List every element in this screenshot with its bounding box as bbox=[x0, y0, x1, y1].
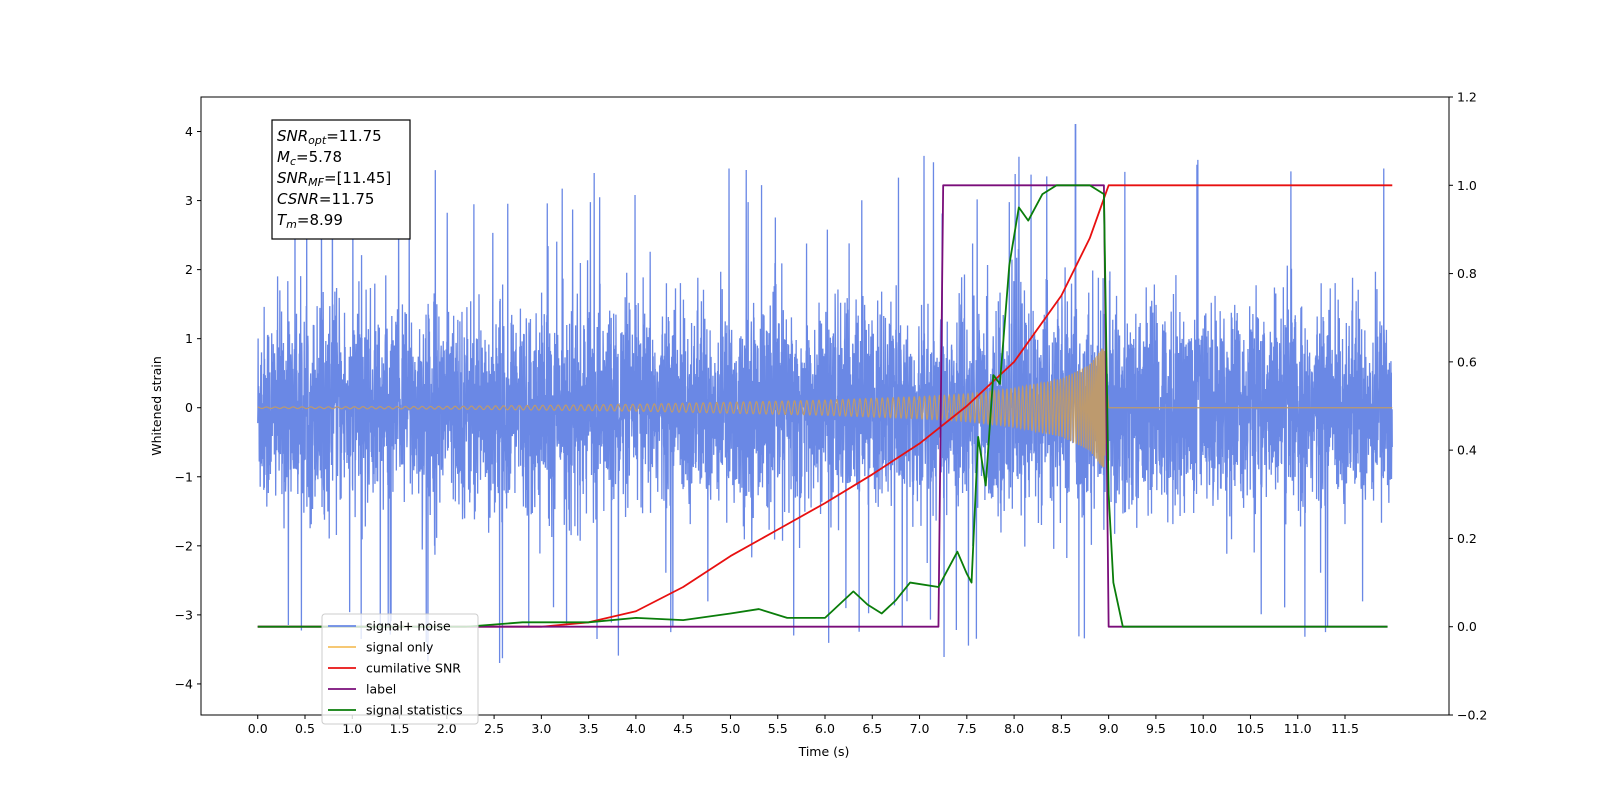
x-tick-label: 4.5 bbox=[673, 721, 693, 736]
right-tick-label: 0.8 bbox=[1457, 266, 1477, 281]
left-tick-label: 1 bbox=[185, 331, 193, 346]
x-tick-label: 8.0 bbox=[1004, 721, 1024, 736]
annotation-line: SNRMF=[11.45] bbox=[277, 169, 391, 189]
left-tick-label: −4 bbox=[175, 676, 193, 691]
series-signal-noise bbox=[257, 123, 1393, 663]
x-tick-label: 10.5 bbox=[1237, 721, 1265, 736]
right-tick-label: 0.0 bbox=[1457, 619, 1477, 634]
x-tick-label: 10.0 bbox=[1189, 721, 1217, 736]
x-tick-label: 8.5 bbox=[1051, 721, 1071, 736]
legend: signal+ noise signal only cumilative SNR la… bbox=[321, 613, 479, 725]
y-axis-right: −0.2 0.0 0.2 0.4 0.6 0.8 1.0 1.2 bbox=[1449, 90, 1487, 723]
x-tick-label: 3.0 bbox=[531, 721, 551, 736]
x-tick-label: 9.5 bbox=[1146, 721, 1166, 736]
x-tick-label: 0.0 bbox=[248, 721, 268, 736]
annotation-box: SNRopt=11.75Mc=5.78SNRMF=[11.45]CSNR=11.… bbox=[271, 119, 411, 240]
legend-label: cumilative SNR bbox=[366, 661, 461, 676]
x-tick-label: 2.5 bbox=[484, 721, 504, 736]
x-tick-label: 3.5 bbox=[579, 721, 599, 736]
x-tick-label: 7.5 bbox=[957, 721, 977, 736]
annotation-line: CSNR=11.75 bbox=[277, 190, 374, 208]
legend-label: signal statistics bbox=[366, 703, 463, 718]
x-tick-label: 0.5 bbox=[295, 721, 315, 736]
y-axis-label: Whitened strain bbox=[149, 356, 164, 455]
x-tick-label: 6.0 bbox=[815, 721, 835, 736]
series-signal-statistics bbox=[257, 184, 1388, 628]
series-cumulative-snr bbox=[257, 184, 1393, 628]
left-tick-label: −2 bbox=[175, 538, 193, 553]
left-tick-label: 0 bbox=[185, 400, 193, 415]
x-tick-label: 2.0 bbox=[437, 721, 457, 736]
legend-frame bbox=[321, 613, 479, 725]
right-tick-label: 0.4 bbox=[1457, 443, 1477, 458]
right-tick-label: 1.2 bbox=[1457, 90, 1477, 105]
x-tick-label: 5.0 bbox=[721, 721, 741, 736]
x-axis: 0.0 0.5 1.0 1.5 2.0 2.5 3.0 3.5 4.0 4.5 5.0 5.5 6.0 6… bbox=[248, 715, 1359, 736]
annotation-line: Mc=5.78 bbox=[277, 148, 342, 168]
y-axis-left: −4 −3 −2 −1 0 1 2 3 4 bbox=[175, 124, 201, 691]
annotation-frame bbox=[271, 119, 411, 240]
left-tick-label: −3 bbox=[175, 607, 193, 622]
left-tick-label: 4 bbox=[185, 124, 193, 139]
series-signal-only bbox=[257, 348, 1393, 468]
right-tick-label: −0.2 bbox=[1457, 708, 1487, 723]
legend-label: signal+ noise bbox=[366, 619, 451, 634]
right-tick-label: 1.0 bbox=[1457, 178, 1477, 193]
x-axis-label: Time (s) bbox=[798, 744, 850, 759]
legend-label: signal only bbox=[366, 640, 434, 655]
annotation-line: SNRopt=11.75 bbox=[277, 127, 382, 147]
left-tick-label: 3 bbox=[185, 193, 193, 208]
right-tick-label: 0.6 bbox=[1457, 354, 1477, 369]
x-tick-label: 1.0 bbox=[342, 721, 362, 736]
left-tick-label: 2 bbox=[185, 262, 193, 277]
legend-label: label bbox=[366, 682, 396, 697]
x-tick-label: 9.0 bbox=[1099, 721, 1119, 736]
x-tick-label: 6.5 bbox=[862, 721, 882, 736]
x-tick-label: 5.5 bbox=[768, 721, 788, 736]
x-tick-label: 1.5 bbox=[390, 721, 410, 736]
x-tick-label: 4.0 bbox=[626, 721, 646, 736]
x-tick-label: 7.0 bbox=[910, 721, 930, 736]
left-tick-label: −1 bbox=[175, 469, 193, 484]
right-tick-label: 0.2 bbox=[1457, 531, 1477, 546]
x-tick-label: 11.5 bbox=[1331, 721, 1359, 736]
series-layer bbox=[257, 123, 1393, 663]
x-tick-label: 11.0 bbox=[1284, 721, 1312, 736]
annotation-line: Tm=8.99 bbox=[277, 211, 343, 231]
